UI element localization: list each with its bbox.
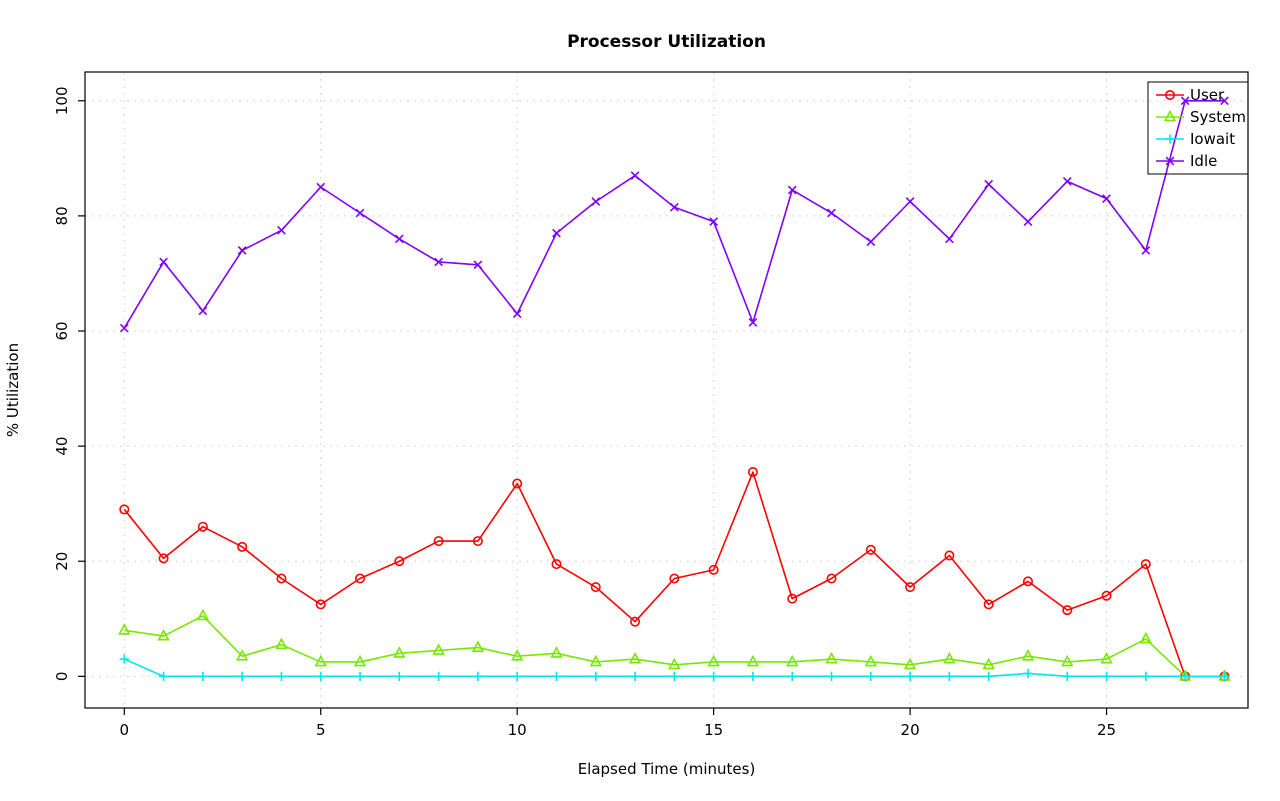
x-tick-label: 0 [120,721,130,739]
series-user [119,467,1230,682]
y-axis: 0 20 40 60 80 100 [53,86,85,681]
y-axis-title: % Utilization [4,342,22,438]
x-tick-label: 20 [901,721,920,739]
legend-box [1147,81,1249,175]
y-tick-label: 40 [53,437,71,456]
legend-label: System [1190,108,1246,126]
x-tick-label: 15 [704,721,723,739]
legend-label: User [1190,86,1225,104]
x-tick-label: 10 [508,721,527,739]
series-iowait [119,654,1230,681]
x-axis-title: Elapsed Time (minutes) [577,760,756,778]
y-tick-label: 60 [53,321,71,340]
legend: User System Iowait Idle [1147,81,1249,175]
y-tick-label: 80 [53,206,71,225]
x-tick-label: 5 [316,721,326,739]
series-idle [119,96,1229,333]
y-tick-label: 20 [53,552,71,571]
chart-title: Processor Utilization [567,32,766,52]
plot-border [84,71,1249,709]
series-system [118,608,1231,681]
grid-lines [85,72,1248,708]
legend-label: Iowait [1190,130,1235,148]
x-tick-label: 25 [1097,721,1116,739]
y-tick-label: 0 [53,672,71,682]
legend-label: Idle [1190,152,1217,170]
y-tick-label: 100 [53,86,71,115]
x-axis: 0 5 10 15 20 25 [120,708,1116,739]
